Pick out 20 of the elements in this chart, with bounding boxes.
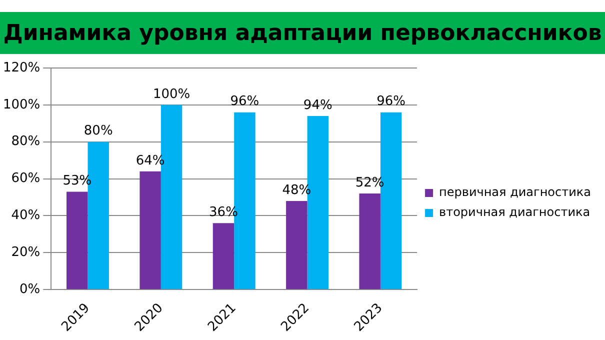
y-tick-label: 120%: [2, 60, 40, 76]
y-tick-label: 20%: [11, 245, 40, 260]
y-tick-label: 100%: [2, 97, 40, 112]
y-tick-label: 60%: [11, 171, 40, 186]
bar: [286, 200, 308, 290]
data-label: 80%: [84, 124, 113, 139]
bar: [140, 171, 161, 290]
data-label: 96%: [376, 94, 406, 110]
data-label: 100%: [152, 86, 190, 102]
data-label: 96%: [230, 94, 260, 110]
data-label: 94%: [303, 98, 332, 113]
bar: [66, 192, 88, 290]
y-tick-label: 80%: [11, 134, 40, 150]
bar: [212, 223, 234, 290]
bar: [359, 194, 380, 290]
y-tick-label: 0%: [20, 282, 40, 297]
chart-title: Динамика уровня адаптации первоклассников: [0, 12, 605, 54]
legend-label: вторичная диагностика: [439, 205, 590, 220]
y-tick-label: 40%: [11, 208, 40, 224]
legend-label: первичная диагностика: [439, 185, 591, 200]
